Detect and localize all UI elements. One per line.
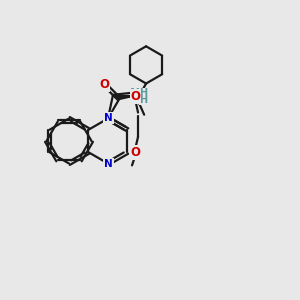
Text: N: N	[131, 89, 140, 99]
Text: O: O	[99, 78, 109, 92]
Text: O: O	[130, 90, 140, 103]
Text: N: N	[130, 87, 140, 100]
Text: N: N	[104, 113, 113, 123]
Text: H: H	[139, 88, 147, 98]
Text: O: O	[130, 146, 140, 159]
Text: N: N	[104, 159, 113, 169]
Text: H: H	[139, 95, 147, 105]
